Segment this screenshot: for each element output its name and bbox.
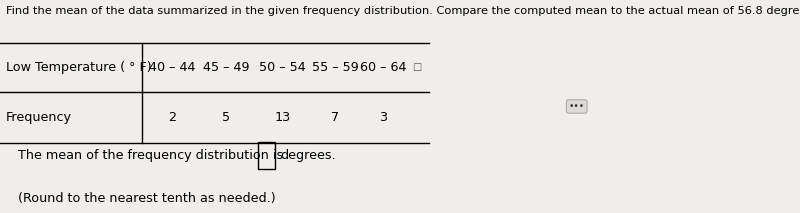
Text: degrees.: degrees. [280,149,336,162]
Text: 60 – 64: 60 – 64 [360,60,406,74]
Text: 45 – 49: 45 – 49 [203,60,250,74]
FancyBboxPatch shape [258,142,275,169]
Text: Find the mean of the data summarized in the given frequency distribution. Compar: Find the mean of the data summarized in … [6,6,800,16]
Text: Frequency: Frequency [6,111,72,124]
Text: 13: 13 [274,111,290,124]
Text: 3: 3 [379,111,387,124]
Text: 2: 2 [168,111,176,124]
Text: •••: ••• [569,102,585,111]
Text: Low Temperature ( ° F): Low Temperature ( ° F) [6,60,152,74]
Text: 55 – 59: 55 – 59 [312,60,358,74]
Text: 5: 5 [222,111,230,124]
Text: (Round to the nearest tenth as needed.): (Round to the nearest tenth as needed.) [18,191,276,205]
Text: The mean of the frequency distribution is: The mean of the frequency distribution i… [18,149,283,162]
Text: □: □ [413,62,422,72]
Text: 40 – 44: 40 – 44 [149,60,195,74]
Text: 7: 7 [331,111,339,124]
Text: 50 – 54: 50 – 54 [259,60,306,74]
